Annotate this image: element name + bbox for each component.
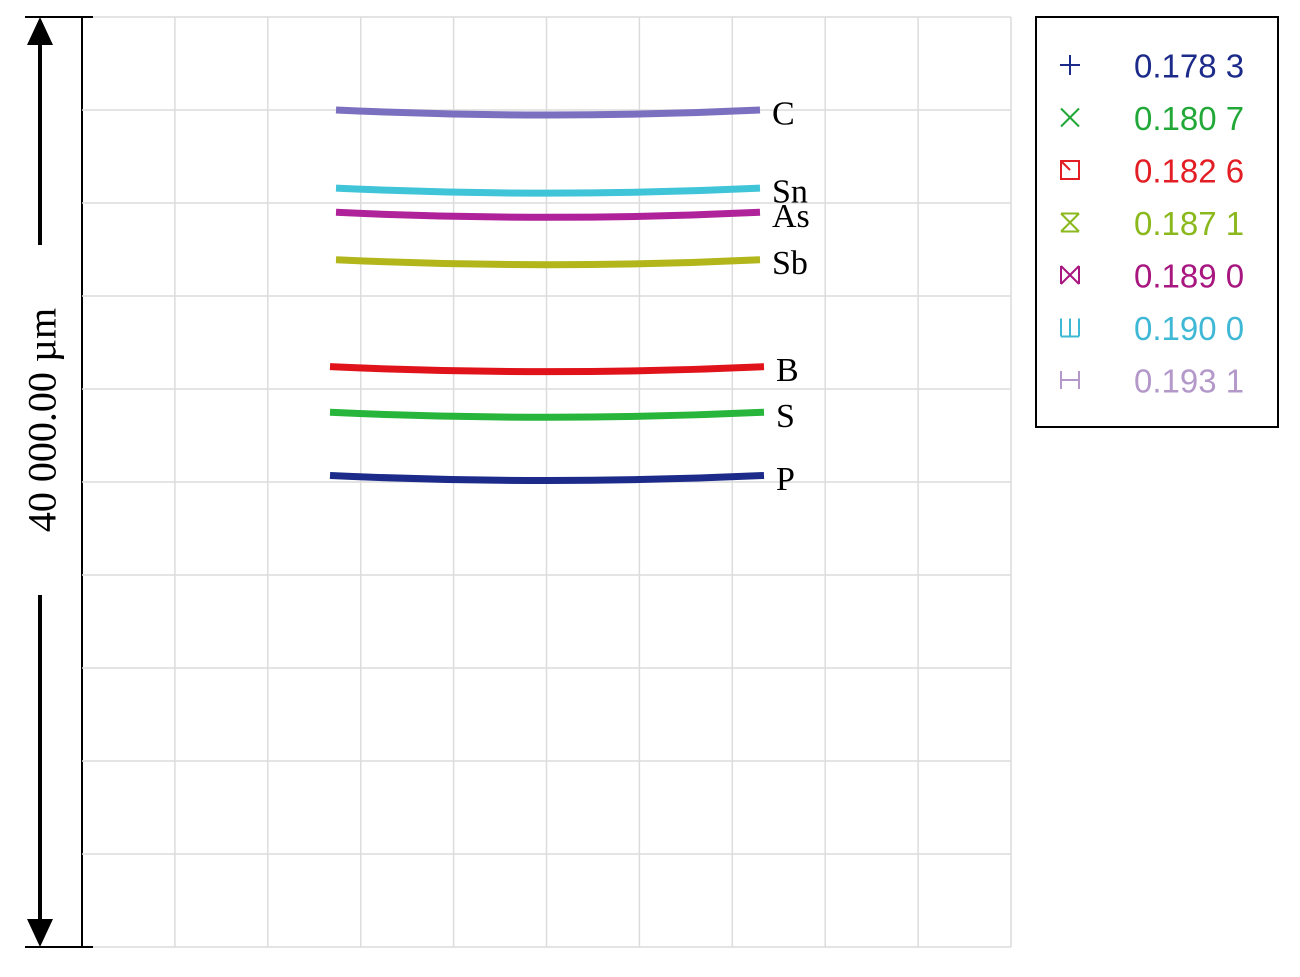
legend-box bbox=[1035, 16, 1279, 428]
arrow-down-icon bbox=[27, 919, 53, 947]
legend-value: 0.187 1 bbox=[1134, 205, 1244, 242]
bar-ends-icon bbox=[1060, 371, 1080, 389]
series-label-as: As bbox=[772, 198, 810, 235]
series-label-sb: Sb bbox=[772, 245, 808, 282]
scale-bar-label: 40 000.00 µm bbox=[20, 308, 65, 532]
plus-icon bbox=[1060, 55, 1080, 75]
legend-value: 0.190 0 bbox=[1134, 310, 1244, 347]
legend-value: 0.180 7 bbox=[1134, 100, 1244, 137]
grid bbox=[81, 16, 1012, 948]
square-slash-icon bbox=[1060, 160, 1080, 180]
legend-value: 0.193 1 bbox=[1134, 363, 1244, 400]
series-line-sn bbox=[335, 184, 761, 197]
series-label-sn: Sn bbox=[772, 174, 808, 211]
series-lines bbox=[329, 106, 765, 484]
scale-bar: 40 000.00 µm bbox=[20, 16, 93, 948]
series-line-p bbox=[329, 471, 765, 484]
series-line-s bbox=[329, 408, 765, 421]
series-line-b bbox=[329, 363, 765, 376]
legend-value: 0.182 6 bbox=[1134, 153, 1244, 190]
legend-value: 0.189 0 bbox=[1134, 258, 1244, 295]
series-line-sb bbox=[335, 256, 761, 269]
arrow-up-icon bbox=[27, 17, 53, 45]
series-label-b: B bbox=[776, 352, 799, 389]
series-line-as bbox=[335, 208, 761, 221]
series-label-s: S bbox=[776, 398, 795, 435]
hourglass-icon bbox=[1060, 212, 1080, 233]
legend: 0.178 3 0.180 7 0.182 6 0.187 1 0.189 0 0.190… bbox=[1035, 16, 1279, 428]
series-label-p: P bbox=[776, 461, 795, 498]
open-bracket-icon bbox=[1060, 318, 1080, 338]
series-line-c bbox=[335, 106, 761, 119]
legend-value: 0.178 3 bbox=[1134, 48, 1244, 85]
x-icon bbox=[1060, 107, 1080, 128]
legend-rows: 0.178 3 0.180 7 0.182 6 0.187 1 0.189 0 0.190… bbox=[1060, 48, 1244, 400]
bowtie-box-icon bbox=[1060, 265, 1080, 285]
series-label-c: C bbox=[772, 96, 795, 133]
